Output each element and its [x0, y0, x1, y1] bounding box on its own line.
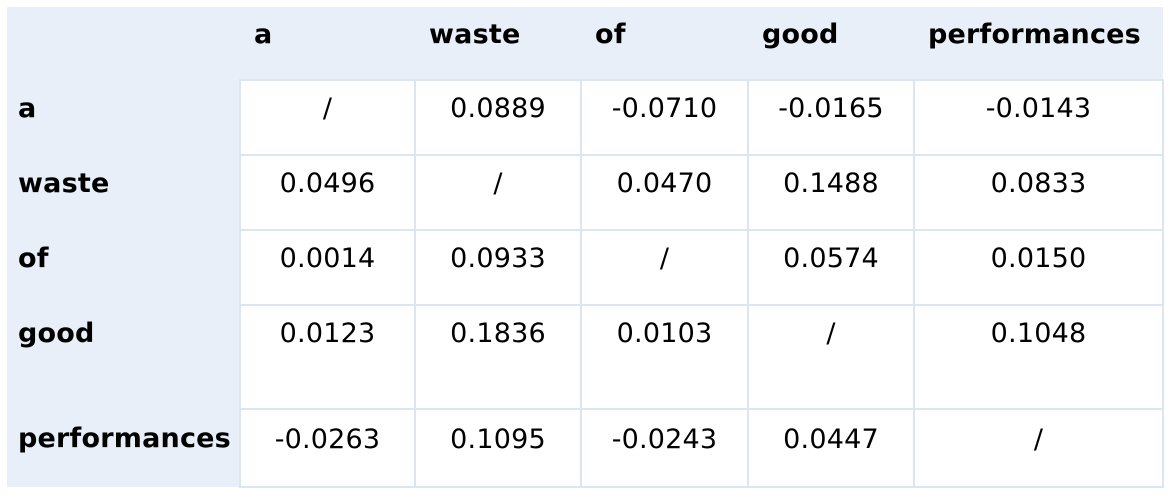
table-cell: 0.0496 [239, 154, 416, 231]
table-cell: 0.1095 [414, 408, 582, 488]
table-cell: 0.0447 [747, 408, 915, 488]
row-header: good [7, 305, 240, 409]
column-header: performances [914, 7, 1163, 80]
table-cell: 0.1836 [414, 304, 582, 410]
table-cell: / [913, 408, 1164, 488]
table-row: a / 0.0889 -0.0710 -0.0165 -0.0143 [7, 79, 1164, 156]
table-cell: -0.0243 [580, 408, 749, 488]
table-cell: -0.0710 [580, 79, 749, 156]
table-cell: 0.0833 [913, 154, 1164, 231]
table-cell: / [580, 229, 749, 306]
column-header: good [748, 7, 914, 80]
header-row: a waste of good performances [7, 7, 1163, 80]
table-cell: / [747, 304, 915, 410]
table-row: waste 0.0496 / 0.0470 0.1488 0.0833 [7, 154, 1164, 231]
table-row: performances -0.0263 0.1095 -0.0243 0.04… [7, 408, 1164, 488]
table-cell: 0.0014 [239, 229, 416, 306]
table-cell: 0.1488 [747, 154, 915, 231]
table-cell: 0.1048 [913, 304, 1164, 410]
table-cell: / [414, 154, 582, 231]
table-cell: 0.0574 [747, 229, 915, 306]
table-cell: 0.0150 [913, 229, 1164, 306]
table-cell: 0.0103 [580, 304, 749, 410]
table-cell: 0.0933 [414, 229, 582, 306]
table-cell: -0.0165 [747, 79, 915, 156]
corner-cell [7, 7, 240, 80]
table-cell: -0.0143 [913, 79, 1164, 156]
row-header: of [7, 230, 240, 305]
table-cell: 0.0889 [414, 79, 582, 156]
word-matrix-table: a waste of good performances a / 0.0889 … [7, 7, 1164, 488]
table-cell: 0.0123 [239, 304, 416, 410]
table-cell: -0.0263 [239, 408, 416, 488]
row-header: a [7, 80, 240, 155]
column-header: waste [415, 7, 581, 80]
table-cell: / [239, 79, 416, 156]
table-row: of 0.0014 0.0933 / 0.0574 0.0150 [7, 229, 1164, 306]
column-header: a [240, 7, 415, 80]
table-cell: 0.0470 [580, 154, 749, 231]
row-header: performances [7, 409, 240, 487]
column-header: of [581, 7, 748, 80]
table-row: good 0.0123 0.1836 0.0103 / 0.1048 [7, 304, 1164, 410]
row-header: waste [7, 155, 240, 230]
